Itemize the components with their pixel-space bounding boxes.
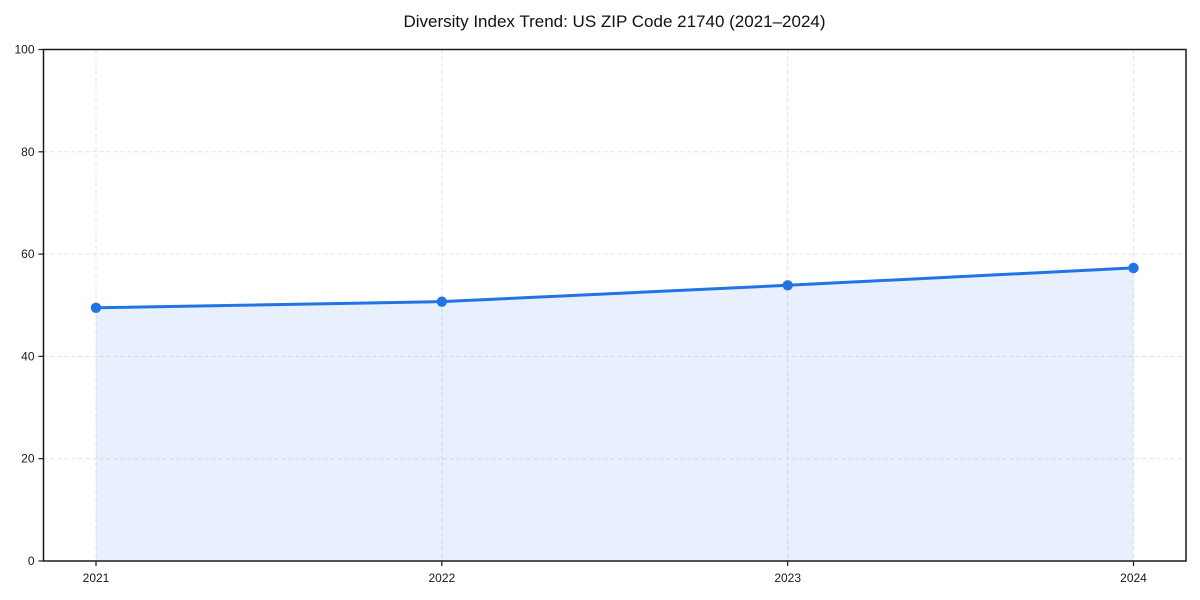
- y-axis-tick-label: 0: [28, 554, 35, 568]
- y-axis-tick-label: 80: [21, 145, 35, 159]
- data-point-2024: [1128, 262, 1139, 274]
- y-axis-tick-label: 100: [14, 43, 34, 57]
- chart-title: Diversity Index Trend: US ZIP Code 21740…: [403, 12, 826, 31]
- x-axis-tick-label: 2024: [1120, 571, 1147, 585]
- y-axis-tick-label: 20: [21, 452, 35, 466]
- x-axis-tick-label: 2022: [428, 571, 455, 585]
- data-point-2022: [436, 296, 448, 307]
- y-axis-tick-label: 40: [21, 349, 35, 363]
- y-axis-tick-label: 60: [21, 247, 35, 261]
- x-axis-tick-label: 2023: [774, 571, 801, 585]
- x-axis-tick-label: 2021: [83, 571, 110, 585]
- data-point-2021: [90, 302, 102, 314]
- area-fill: [96, 267, 1134, 561]
- plot-border: [42, 48, 1187, 562]
- data-point-2023: [782, 280, 793, 291]
- trend-line: [94, 266, 1135, 310]
